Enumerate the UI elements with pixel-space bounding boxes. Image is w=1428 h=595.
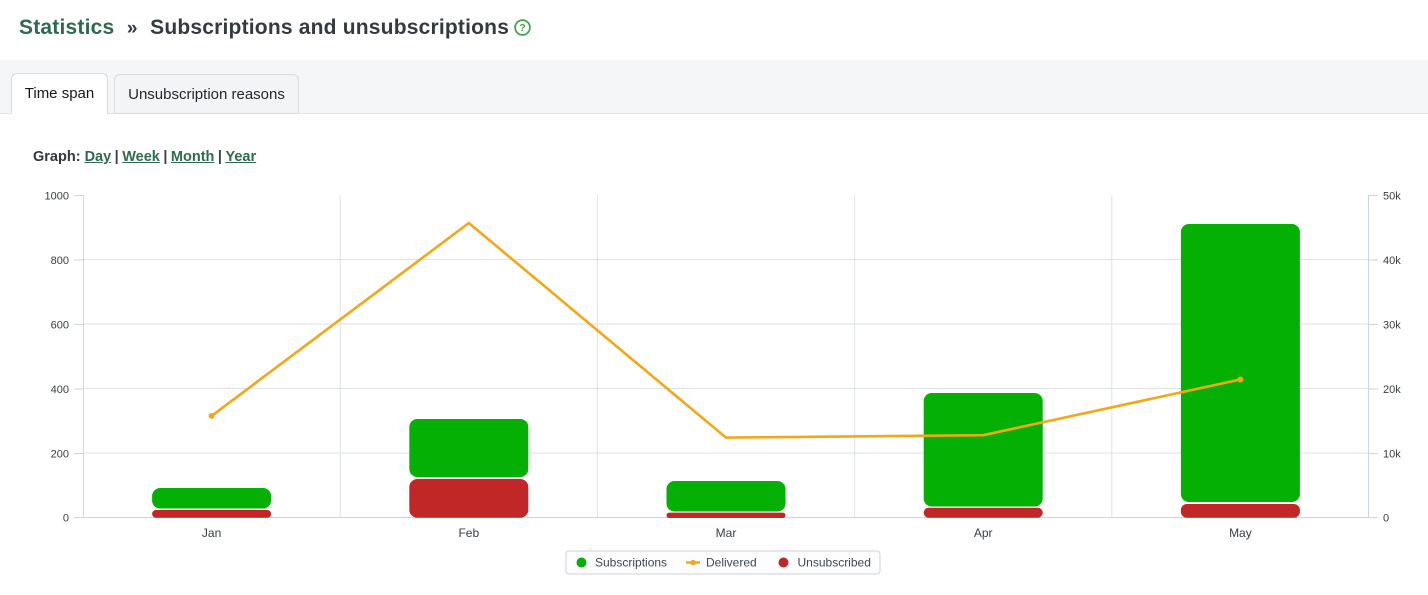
svg-text:600: 600 <box>51 320 69 332</box>
svg-text:30k: 30k <box>1383 320 1401 332</box>
svg-text:Unsubscribed: Unsubscribed <box>798 556 871 570</box>
svg-text:1000: 1000 <box>45 191 69 203</box>
svg-text:50k: 50k <box>1383 191 1401 203</box>
svg-text:20k: 20k <box>1383 384 1401 396</box>
svg-text:200: 200 <box>51 449 69 461</box>
svg-text:Subscriptions: Subscriptions <box>595 556 667 570</box>
svg-text:10k: 10k <box>1383 449 1401 461</box>
svg-text:Feb: Feb <box>458 526 479 540</box>
svg-text:Jan: Jan <box>202 526 221 540</box>
svg-text:0: 0 <box>1383 513 1389 525</box>
svg-text:400: 400 <box>51 384 69 396</box>
svg-text:May: May <box>1229 526 1252 540</box>
svg-text:Mar: Mar <box>716 526 737 540</box>
svg-text:0: 0 <box>63 513 69 525</box>
svg-text:800: 800 <box>51 255 69 267</box>
svg-text:?: ? <box>519 22 526 34</box>
svg-text:Delivered: Delivered <box>706 556 757 570</box>
svg-text:Apr: Apr <box>974 526 993 540</box>
svg-text:40k: 40k <box>1383 255 1401 267</box>
